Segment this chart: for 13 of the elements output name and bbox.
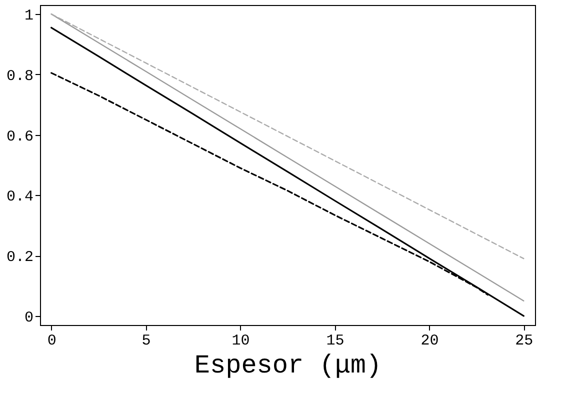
y-tick-label: 0.8 (6, 68, 34, 85)
x-tick-label: 15 (326, 332, 344, 350)
y-tick-label: 0.2 (6, 249, 34, 266)
x-tick-label: 0 (47, 332, 56, 350)
x-tick-label: 10 (232, 332, 250, 350)
y-tick-label: 0.4 (6, 188, 34, 206)
x-tick-label: 20 (420, 332, 439, 350)
y-tick-label: 0.6 (6, 128, 34, 146)
y-tick-label: 1 (24, 8, 34, 25)
x-tick-label: 5 (142, 332, 151, 350)
x-tick-label: 25 (515, 332, 534, 350)
x-axis-title: Espesor (μm) (194, 350, 382, 380)
y-tick-label: 0 (24, 309, 34, 326)
